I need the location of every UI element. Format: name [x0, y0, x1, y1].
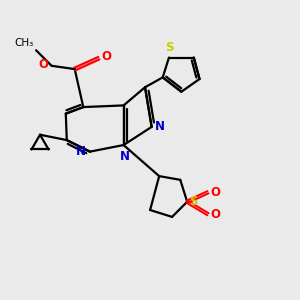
Text: O: O	[39, 58, 49, 71]
Text: S: S	[165, 41, 173, 54]
Text: S: S	[190, 195, 198, 208]
Text: O: O	[210, 186, 220, 199]
Text: N: N	[155, 120, 165, 134]
Text: N: N	[76, 145, 86, 158]
Text: O: O	[102, 50, 112, 63]
Text: CH₃: CH₃	[14, 38, 34, 48]
Text: O: O	[210, 208, 220, 221]
Text: N: N	[120, 149, 130, 163]
